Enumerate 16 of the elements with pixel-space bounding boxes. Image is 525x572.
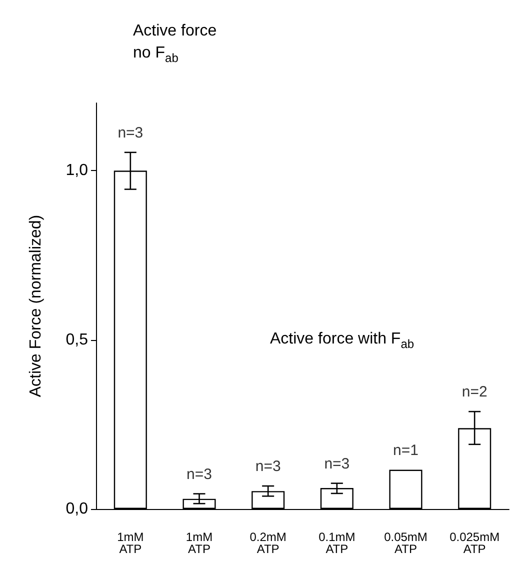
annotation: n=3 (118, 124, 144, 142)
annotation: n=3 (324, 455, 350, 472)
annotation: n=3 (186, 466, 212, 483)
y-tick-label: 0,0 (66, 500, 88, 518)
x-tick-label: 1mM ATP (186, 530, 213, 556)
annotation: n=3 (255, 458, 281, 475)
annotation: n=2 (462, 384, 488, 401)
x-tick-label: 0.025mM ATP (450, 530, 500, 556)
y-tick-label: 1,0 (66, 162, 88, 180)
y-tick-label: 0,5 (66, 331, 88, 348)
x-tick-label: 0.2mM ATP (250, 530, 286, 556)
x-tick-label: 1mM ATP (117, 530, 144, 556)
x-tick-label: 0.1mM ATP (318, 530, 356, 556)
x-tick-label: 0.05mM ATP (384, 530, 428, 556)
y-axis-title: Active Force (normalized) (28, 214, 44, 398)
annotation: n=1 (393, 442, 418, 459)
